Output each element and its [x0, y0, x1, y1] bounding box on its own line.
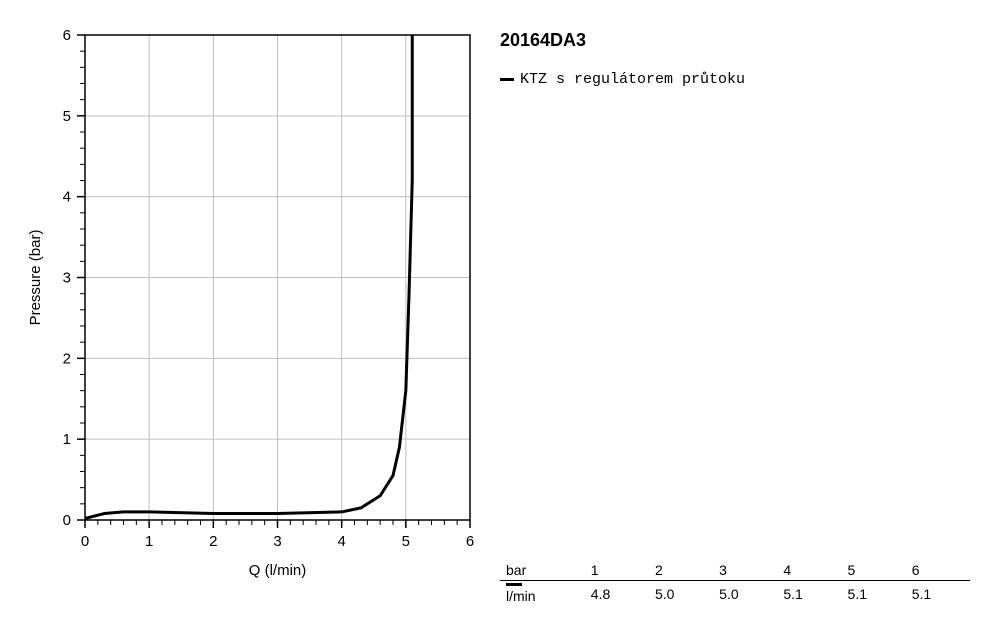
svg-text:5: 5	[402, 533, 410, 550]
table-col-header: 3	[713, 560, 777, 581]
table-cell: 5.0	[713, 581, 777, 607]
svg-text:4: 4	[63, 189, 71, 206]
legend-line-icon	[500, 78, 514, 81]
svg-text:1: 1	[63, 431, 71, 448]
data-table: bar123456l/min4.85.05.05.15.15.1	[500, 560, 970, 606]
svg-text:3: 3	[273, 533, 281, 550]
pressure-flow-chart: 0 1 2 3 4 5 6 0 1 2 3 4 5 6 Q (l/min) Pressure (bar)	[20, 20, 490, 605]
table-col-header: 5	[842, 560, 906, 581]
legend-item: KTZ s regulátorem průtoku	[500, 71, 960, 88]
table-cell: 4.8	[585, 581, 649, 607]
series-line-icon	[506, 583, 522, 586]
svg-text:2: 2	[209, 533, 217, 550]
table-col-header: 6	[906, 560, 970, 581]
svg-text:Q (l/min): Q (l/min)	[249, 562, 307, 579]
svg-text:Pressure (bar): Pressure (bar)	[27, 230, 44, 326]
legend-panel: 20164DA3 KTZ s regulátorem průtoku	[500, 30, 960, 88]
table-col-header: 2	[649, 560, 713, 581]
svg-text:2: 2	[63, 350, 71, 367]
svg-text:5: 5	[63, 108, 71, 125]
svg-text:6: 6	[466, 533, 474, 550]
legend-label: KTZ s regulátorem průtoku	[520, 71, 745, 88]
svg-text:0: 0	[63, 512, 71, 529]
svg-text:6: 6	[63, 27, 71, 44]
table-unit-label: l/min	[506, 588, 579, 604]
chart-title: 20164DA3	[500, 30, 960, 51]
table-cell: 5.1	[906, 581, 970, 607]
table-unit-cell: l/min	[500, 581, 585, 607]
table-col-header: 4	[777, 560, 841, 581]
table-cell: 5.0	[649, 581, 713, 607]
svg-text:4: 4	[337, 533, 345, 550]
table-col-header: 1	[585, 560, 649, 581]
svg-text:1: 1	[145, 533, 153, 550]
svg-text:3: 3	[63, 270, 71, 287]
svg-text:0: 0	[81, 533, 89, 550]
table-header-bar: bar	[500, 560, 585, 581]
table-cell: 5.1	[777, 581, 841, 607]
table-cell: 5.1	[842, 581, 906, 607]
